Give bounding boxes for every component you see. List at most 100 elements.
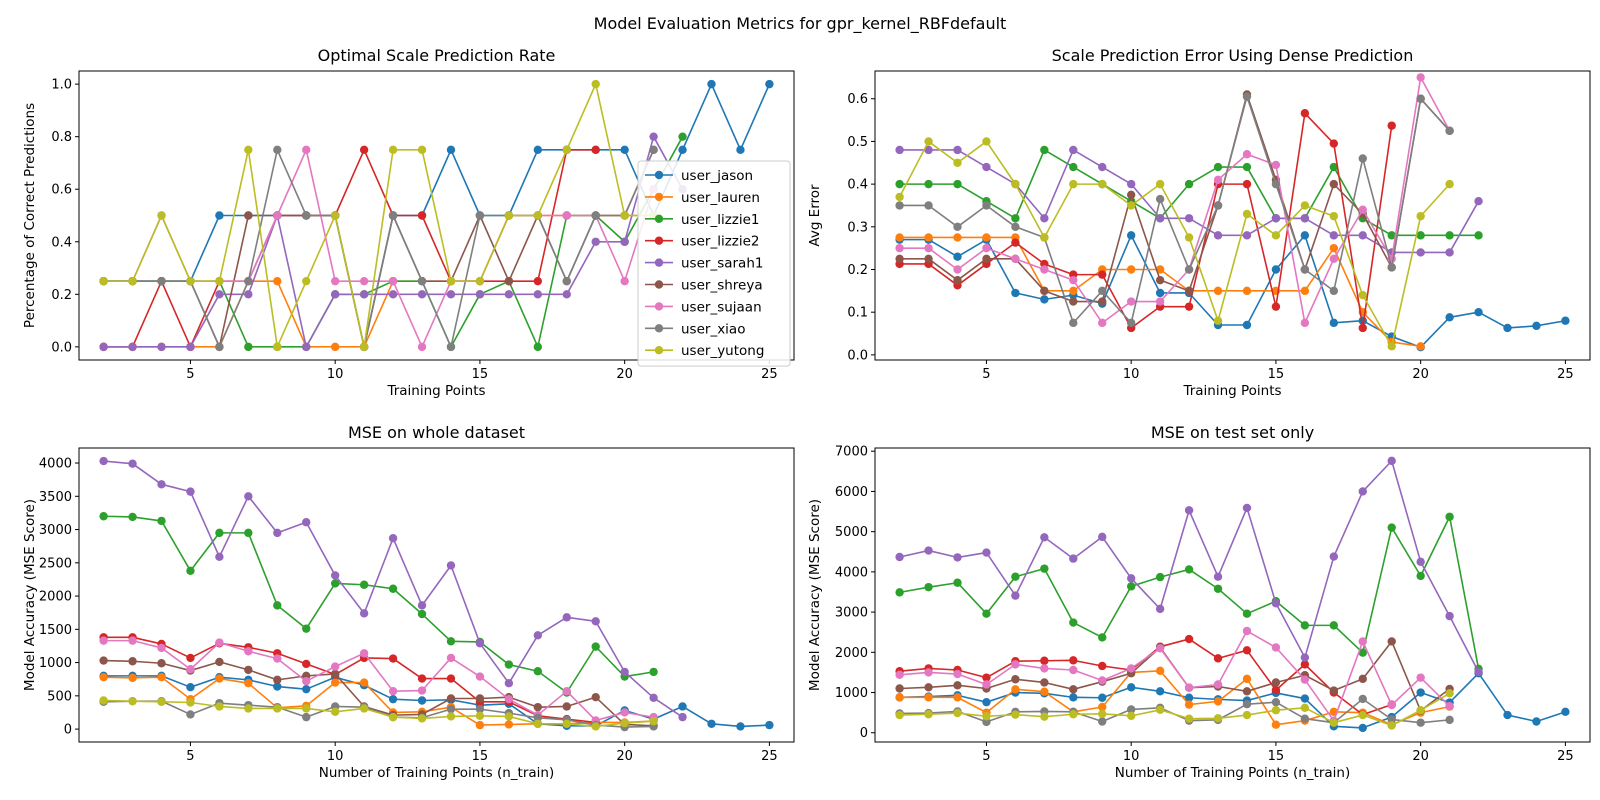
data-point-user_lizzie1 [1213, 584, 1223, 593]
legend-swatch-marker [654, 280, 664, 289]
y-tick-label: 3000 [39, 523, 72, 538]
data-point-user_shreya [1155, 275, 1165, 285]
data-point-user_lauren [1011, 685, 1020, 694]
data-point-user_jason [1300, 231, 1310, 240]
data-point-user_yutong [1040, 712, 1049, 721]
data-point-user_lizzie1 [244, 342, 253, 352]
data-point-user_lauren [475, 720, 485, 730]
series-line-user_lizzie2 [103, 636, 596, 724]
data-point-user_lauren [1155, 666, 1165, 676]
data-point-user_xiao [1011, 222, 1020, 232]
y-tick-label: 4000 [39, 457, 72, 472]
data-point-user_lizzie1 [953, 578, 962, 587]
data-point-user_yutong [186, 276, 195, 286]
data-point-user_sarah1 [1098, 162, 1107, 172]
data-point-user_xiao [1358, 154, 1367, 163]
data-point-user_xiao [1387, 715, 1396, 724]
y-tick-label: 1000 [39, 656, 72, 671]
data-point-user_jason [982, 697, 991, 707]
data-point-user_jason [1561, 316, 1570, 325]
x-axis-label: Training Points [386, 383, 485, 399]
plot-frame [874, 447, 1591, 743]
data-point-user_sarah1 [533, 631, 543, 640]
data-point-user_lizzie1 [1242, 609, 1252, 618]
data-point-user_yutong [924, 710, 933, 719]
y-tick-label: 0.2 [847, 263, 868, 278]
data-point-user_yutong [1155, 179, 1165, 189]
data-point-user_sujaan [1213, 175, 1223, 185]
data-point-user_lauren [1242, 674, 1252, 684]
data-point-user_shreya [953, 275, 962, 285]
data-point-user_sarah1 [678, 712, 687, 722]
data-point-user_shreya [1069, 297, 1078, 306]
legend-entry-user_sarah1: user_sarah1 [681, 256, 763, 272]
data-point-user_sujaan [982, 243, 991, 253]
series-line-user_xiao [103, 149, 655, 348]
data-point-user_jason [736, 145, 745, 155]
data-point-user_xiao [1300, 714, 1310, 723]
data-point-user_yutong [1184, 233, 1194, 242]
data-point-user_sarah1 [1126, 574, 1136, 583]
data-point-user_jason [1416, 688, 1425, 697]
data-point-user_shreya [1069, 685, 1078, 694]
data-point-user_shreya [1358, 674, 1367, 684]
data-point-user_yutong [533, 719, 543, 728]
data-point-user_xiao [1213, 201, 1223, 210]
data-point-user_lizzie1 [649, 667, 658, 677]
data-point-user_jason [1184, 693, 1194, 702]
data-point-user_yutong [1069, 179, 1078, 189]
chart-panel-3: MSE on whole dataset 5 10 15 20 25 0 500 1000 150… [22, 423, 795, 781]
data-point-user_yutong [591, 722, 600, 731]
data-point-user_sujaan [895, 670, 904, 680]
data-point-user_yutong [475, 711, 485, 720]
legend-swatch-marker [654, 192, 664, 202]
y-tick-label: 7000 [835, 445, 868, 460]
data-point-user_shreya [533, 702, 543, 712]
data-point-user_sarah1 [1387, 456, 1396, 466]
data-point-user_lizzie1 [1329, 162, 1339, 172]
data-point-user_yutong [1040, 233, 1049, 242]
y-tick-label: 0 [860, 726, 868, 741]
data-point-user_sujaan [417, 342, 427, 352]
data-point-user_sujaan [1155, 297, 1165, 306]
data-point-user_jason [1300, 694, 1310, 703]
data-point-user_sujaan [1416, 673, 1425, 682]
data-point-user_lizzie2 [1098, 270, 1107, 279]
data-point-user_yutong [1069, 710, 1078, 719]
data-point-user_xiao [1445, 715, 1454, 725]
data-point-user_lauren [330, 678, 340, 687]
data-point-user_lauren [1126, 265, 1136, 274]
data-point-user_lizzie1 [591, 642, 600, 651]
data-point-user_lizzie1 [1242, 162, 1252, 172]
y-axis-label: Model Accuracy (MSE Score) [22, 499, 38, 691]
data-point-user_shreya [1242, 687, 1252, 696]
data-point-user_yutong [504, 211, 514, 220]
data-point-user_sujaan [1242, 626, 1252, 636]
data-point-user_jason [1126, 683, 1136, 692]
y-tick-label: 0.3 [847, 220, 868, 235]
x-tick-label: 15 [472, 749, 489, 764]
data-point-user_sarah1 [475, 290, 485, 299]
data-point-user_sujaan [273, 654, 282, 663]
data-point-user_shreya [1387, 637, 1396, 646]
data-point-user_yutong [533, 211, 543, 220]
series-line-user_lizzie2 [103, 149, 596, 348]
y-tick-label: 2000 [835, 646, 868, 661]
x-tick-label: 25 [1557, 367, 1574, 382]
data-point-user_yutong [1329, 718, 1339, 727]
data-point-user_yutong [1300, 703, 1310, 713]
data-point-user_lauren [273, 276, 282, 286]
data-point-user_xiao [562, 276, 571, 286]
x-tick-label: 15 [1268, 749, 1285, 764]
data-point-user_lauren [244, 679, 253, 688]
data-point-user_sujaan [1387, 700, 1396, 710]
data-point-user_lizzie2 [1098, 661, 1107, 671]
data-point-user_yutong [1213, 714, 1223, 723]
data-point-user_yutong [1416, 706, 1425, 715]
legend-entry-user_yutong: user_yutong [681, 343, 764, 359]
y-tick-label: 0.0 [847, 348, 868, 363]
data-point-user_sarah1 [417, 290, 427, 299]
y-axis-label: Model Accuracy (MSE Score) [807, 499, 823, 691]
data-point-user_sarah1 [620, 667, 629, 677]
data-point-user_yutong [982, 712, 991, 721]
